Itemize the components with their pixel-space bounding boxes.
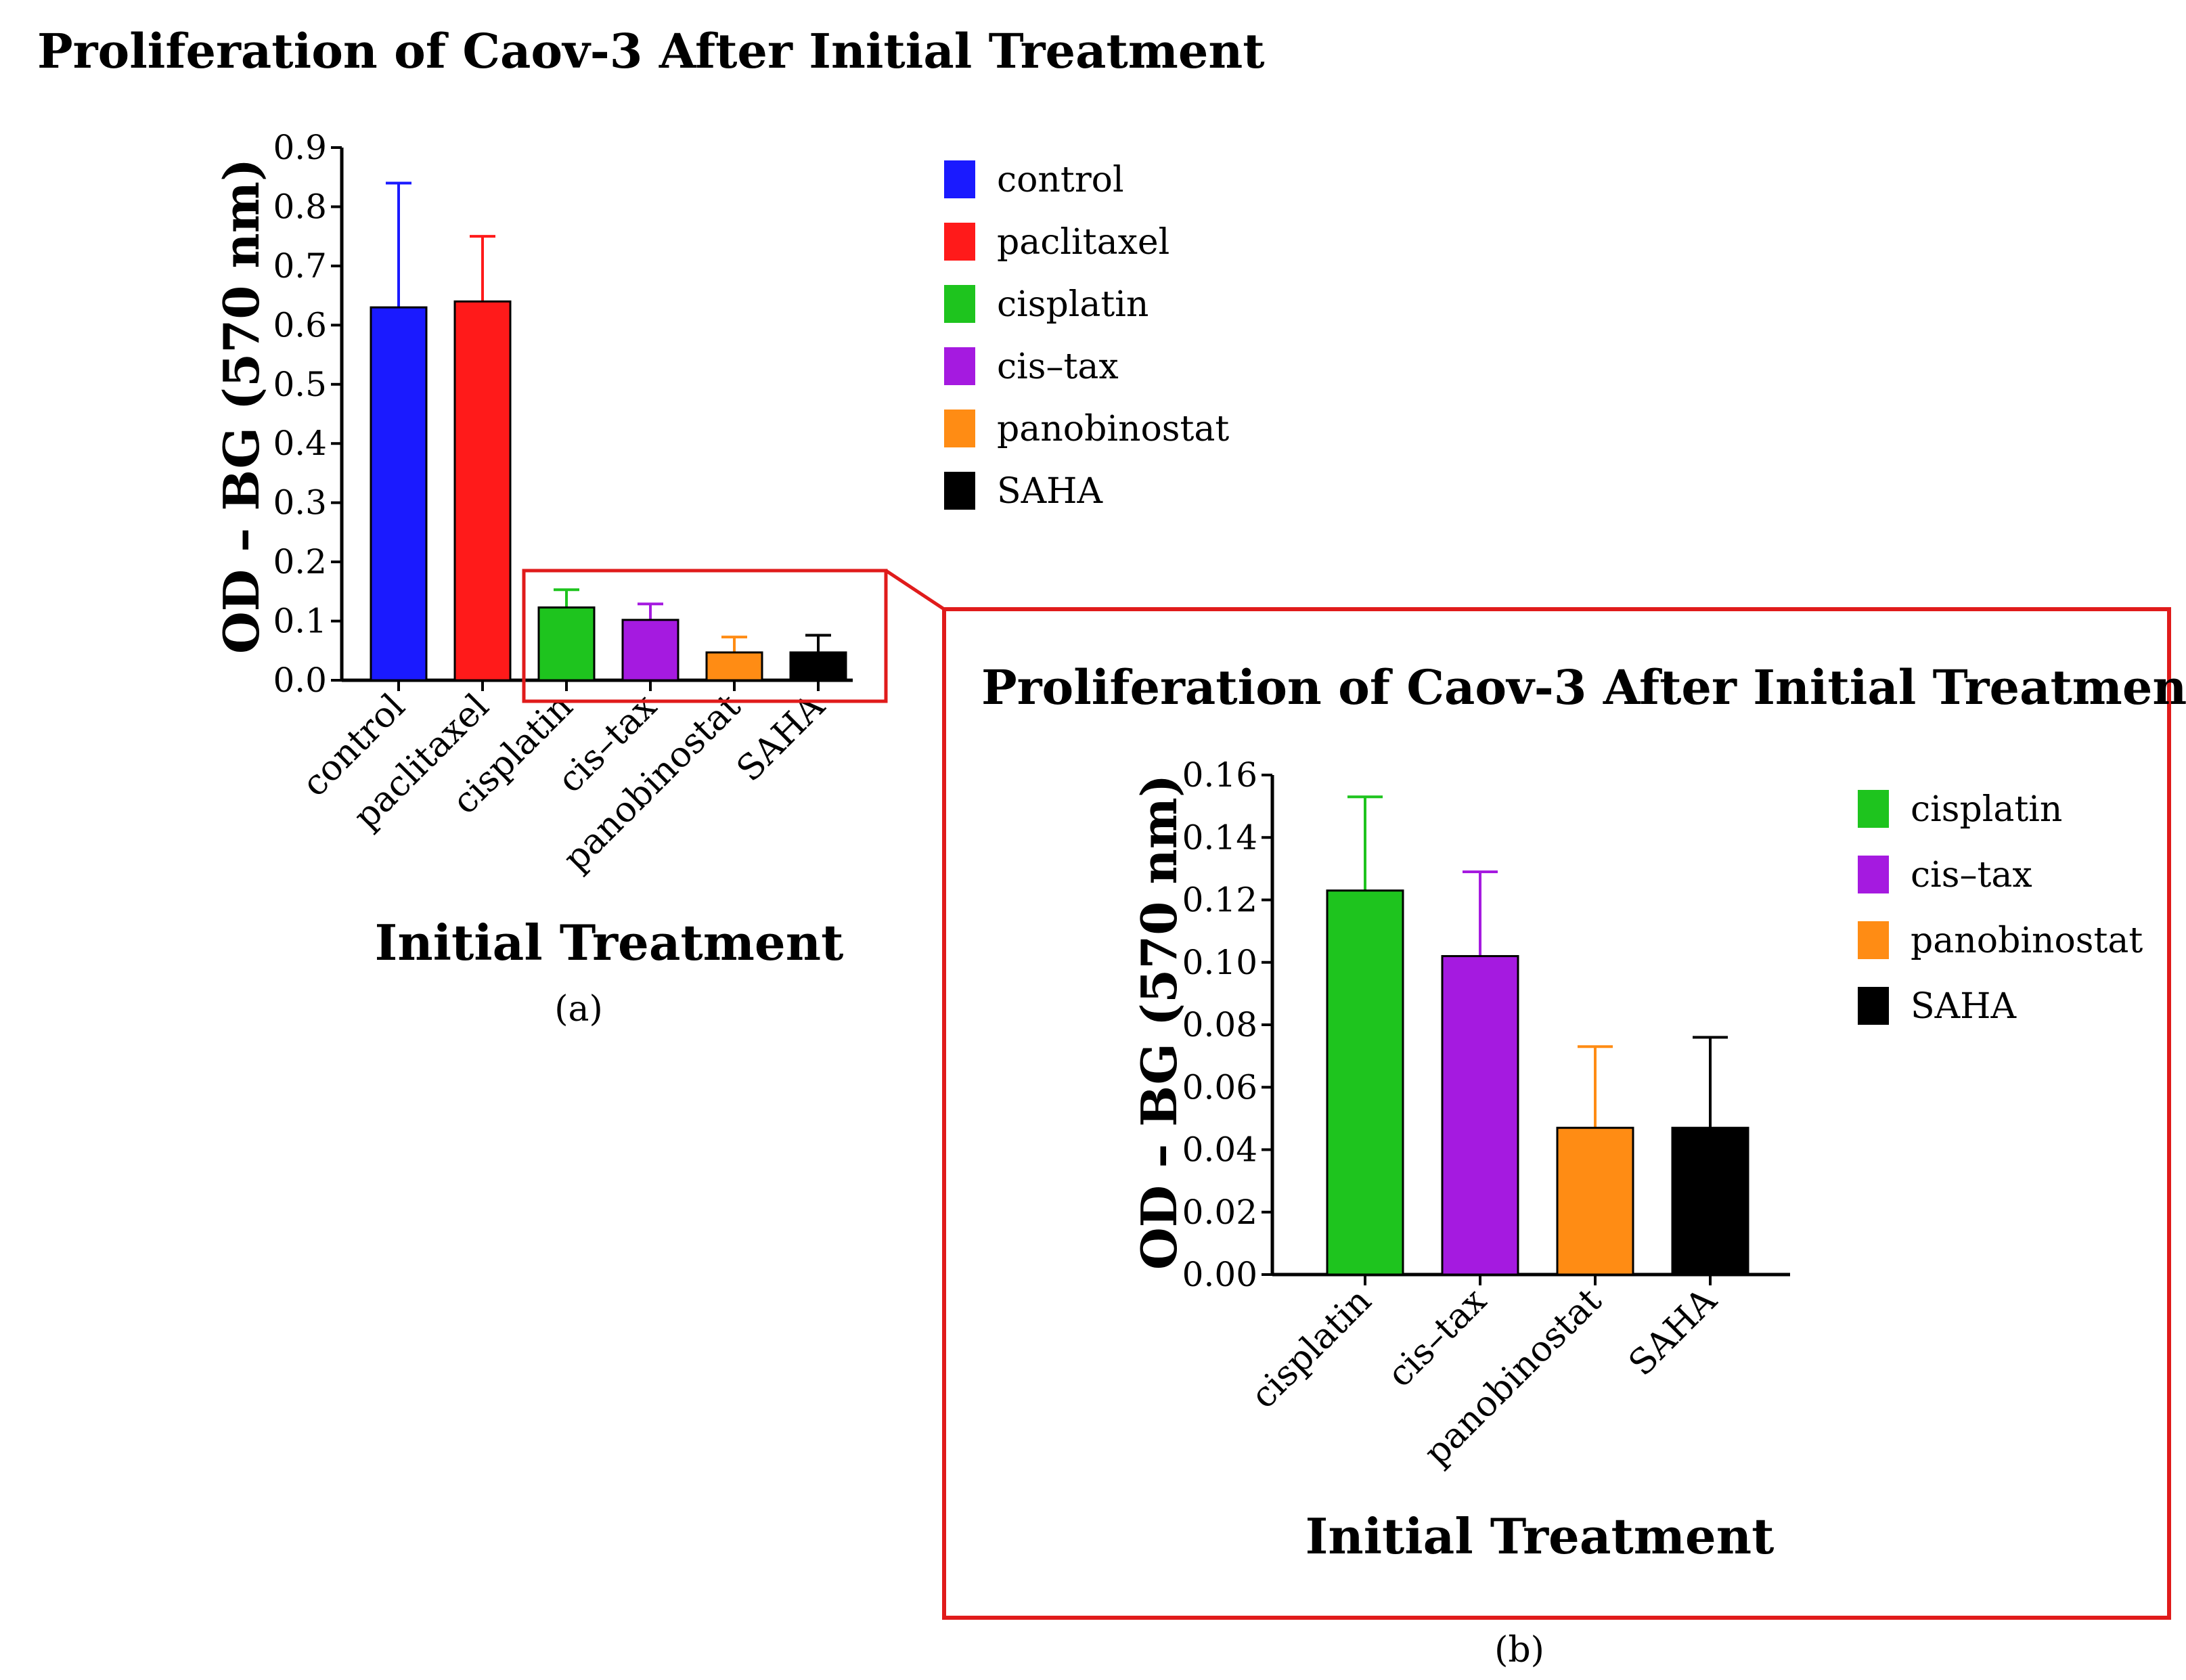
bar-cisplatin	[1326, 889, 1404, 1276]
y-tick-label: 0.8	[273, 187, 327, 226]
legend-label-paclitaxel: paclitaxel	[997, 222, 1169, 263]
panel-b-chart: Proliferation of Caov-3 After Initial Tr…	[981, 659, 2186, 1671]
x-tick-label-SAHA: SAHA	[1621, 1280, 1725, 1384]
panel-a-label: (a)	[554, 989, 603, 1030]
legend-label-cis–tax: cis–tax	[1911, 855, 2032, 896]
y-tick-label: 0.1	[273, 602, 327, 641]
legend-label-cisplatin: cisplatin	[997, 284, 1148, 325]
legend-label-cis–tax: cis–tax	[997, 347, 1119, 387]
y-tick-label: 0.7	[273, 246, 327, 286]
panel-a-legend: control paclitaxel cisplatin cis–tax panobin…	[944, 160, 1229, 512]
panel-a-chart: Proliferation of Caov-3 After Initial Tr…	[37, 23, 1265, 1030]
panel-a-x-axis-title: Initial Treatment	[375, 914, 844, 971]
bar-SAHA	[789, 651, 847, 682]
bar-cis–tax	[621, 619, 679, 682]
bar-panobinostat	[1556, 1126, 1634, 1276]
zoom-region-box	[522, 569, 888, 703]
panel-b-y-axis-title: OD – BG (570 nm)	[1130, 774, 1188, 1270]
legend-swatch-panobinostat	[1858, 921, 1889, 959]
bar-panobinostat	[705, 651, 763, 682]
legend-swatch-cis–tax	[944, 347, 975, 385]
bar-cisplatin	[537, 606, 596, 682]
legend-label-panobinostat: panobinostat	[1911, 921, 2143, 961]
panel-a-title: Proliferation of Caov-3 After Initial Tr…	[37, 23, 1265, 79]
y-tick-label: 0.16	[1182, 755, 1257, 795]
y-tick-label: 0.5	[273, 365, 327, 404]
legend-swatch-SAHA	[1858, 987, 1889, 1025]
x-tick-label-cisplatin: cisplatin	[1243, 1281, 1379, 1417]
legend-swatch-cisplatin	[1858, 790, 1889, 828]
panel-b-plot-area: 0.00 0.02 0.04 0.06 0.08 0.10 0.12 0.14 0.16 cisp…	[1182, 755, 1790, 1474]
y-tick-label: 0.02	[1182, 1193, 1257, 1232]
legend-swatch-SAHA	[944, 472, 975, 510]
y-tick-label: 0.04	[1182, 1130, 1257, 1170]
y-tick-label: 0.00	[1182, 1255, 1257, 1294]
y-tick-label: 0.14	[1182, 818, 1257, 857]
legend-swatch-panobinostat	[944, 410, 975, 447]
y-tick-label: 0.3	[273, 483, 327, 523]
panel-a-plot-area: 0.00.10.20.30.40.50.60.70.80.9controlpac…	[273, 128, 853, 879]
y-tick-label: 0.2	[273, 542, 327, 581]
legend-label-cisplatin: cisplatin	[1911, 789, 2062, 830]
zoom-panel-frame	[942, 607, 2171, 1620]
legend-label-SAHA: SAHA	[1911, 986, 2017, 1027]
panel-b-legend: cisplatin cis–tax panobinostat SAHA	[1858, 789, 2143, 1027]
y-tick-label: 0.06	[1182, 1067, 1257, 1107]
legend-swatch-cis–tax	[1858, 856, 1889, 893]
x-tick-label-cis–tax: cis–tax	[1380, 1281, 1494, 1395]
legend-label-SAHA: SAHA	[997, 471, 1104, 512]
y-tick-label: 0.12	[1182, 881, 1257, 920]
bar-cis–tax	[1441, 955, 1519, 1276]
legend-label-panobinostat: panobinostat	[997, 409, 1229, 449]
panel-b-x-axis-title: Initial Treatment	[1306, 1507, 1775, 1565]
panel-b-title: Proliferation of Caov-3 After Initial Tr…	[981, 659, 2186, 715]
panel-a-y-axis-title: OD – BG (570 nm)	[213, 158, 270, 654]
legend-swatch-cisplatin	[944, 285, 975, 323]
bar-control	[370, 306, 428, 682]
y-tick-label: 0.6	[273, 305, 327, 345]
y-tick-label: 0.9	[273, 128, 327, 167]
bar-SAHA	[1671, 1126, 1749, 1276]
y-tick-label: 0.0	[273, 661, 327, 700]
bar-paclitaxel	[453, 300, 512, 682]
legend-label-control: control	[997, 160, 1124, 200]
panel-b-label: (b)	[1494, 1630, 1544, 1671]
y-tick-label: 0.10	[1182, 943, 1257, 982]
y-tick-label: 0.08	[1182, 1005, 1257, 1044]
y-tick-label: 0.4	[273, 424, 327, 463]
zoom-connector-line	[885, 569, 945, 611]
legend-swatch-paclitaxel	[944, 223, 975, 261]
legend-swatch-control	[944, 160, 975, 198]
